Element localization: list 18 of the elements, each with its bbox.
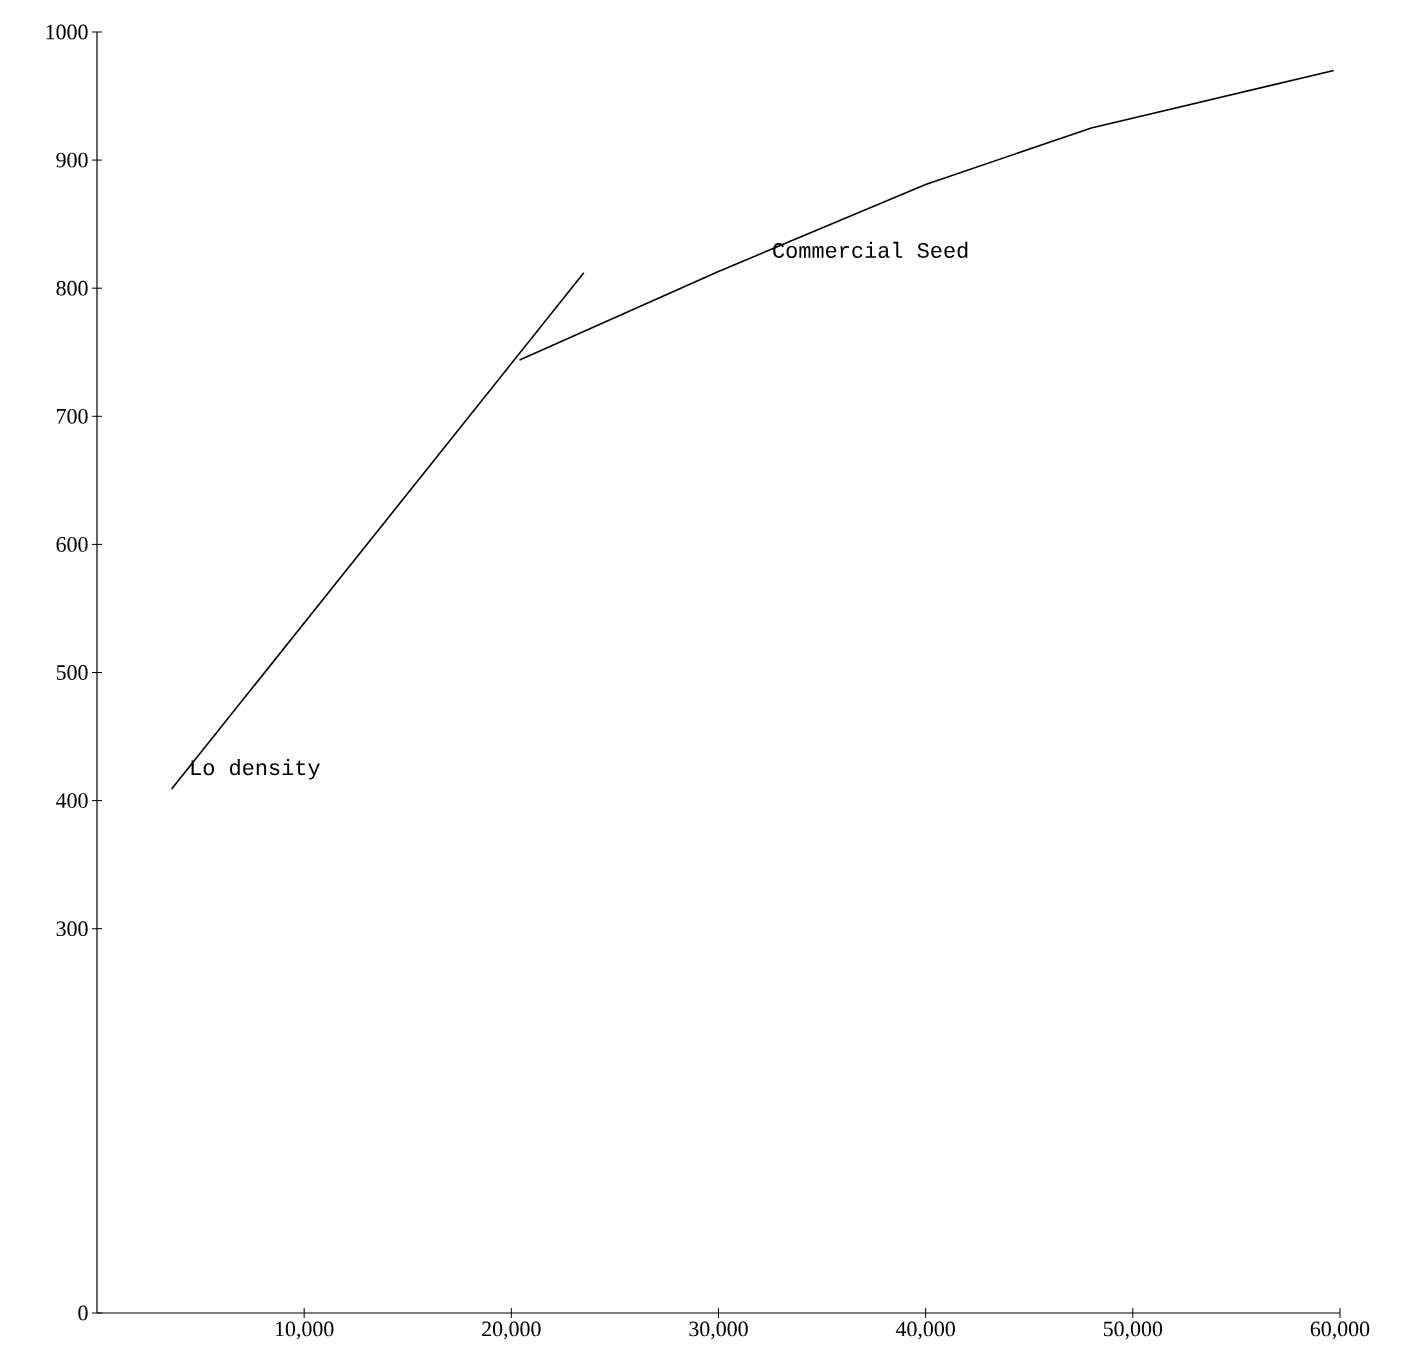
x-tick-label: 50,000 (1103, 1321, 1163, 1340)
x-tick-label: 10,000 (275, 1321, 334, 1340)
line-series (518, 69, 1335, 361)
x-tick-label: 30,000 (689, 1321, 748, 1340)
y-tick-label: 600 (56, 537, 88, 552)
y-tick-label: 0 (78, 1305, 88, 1321)
x-tick-label: 20,000 (482, 1321, 541, 1340)
y-tick-label: 700 (57, 408, 88, 424)
y-tick-label: 900 (56, 152, 88, 168)
x-tick-label: 60,000 (1310, 1321, 1370, 1340)
y-tick-label: 500 (56, 665, 88, 680)
y-tick-label: 800 (56, 280, 88, 296)
y-tick-label: 1000 (46, 24, 88, 40)
series-label: Commercial Seed (773, 241, 968, 259)
series-label: Lo density (191, 759, 320, 780)
x-tick-label: 40,000 (895, 1321, 955, 1340)
y-tick-label: 400 (56, 793, 88, 808)
y-tick-label: 300 (56, 921, 88, 937)
